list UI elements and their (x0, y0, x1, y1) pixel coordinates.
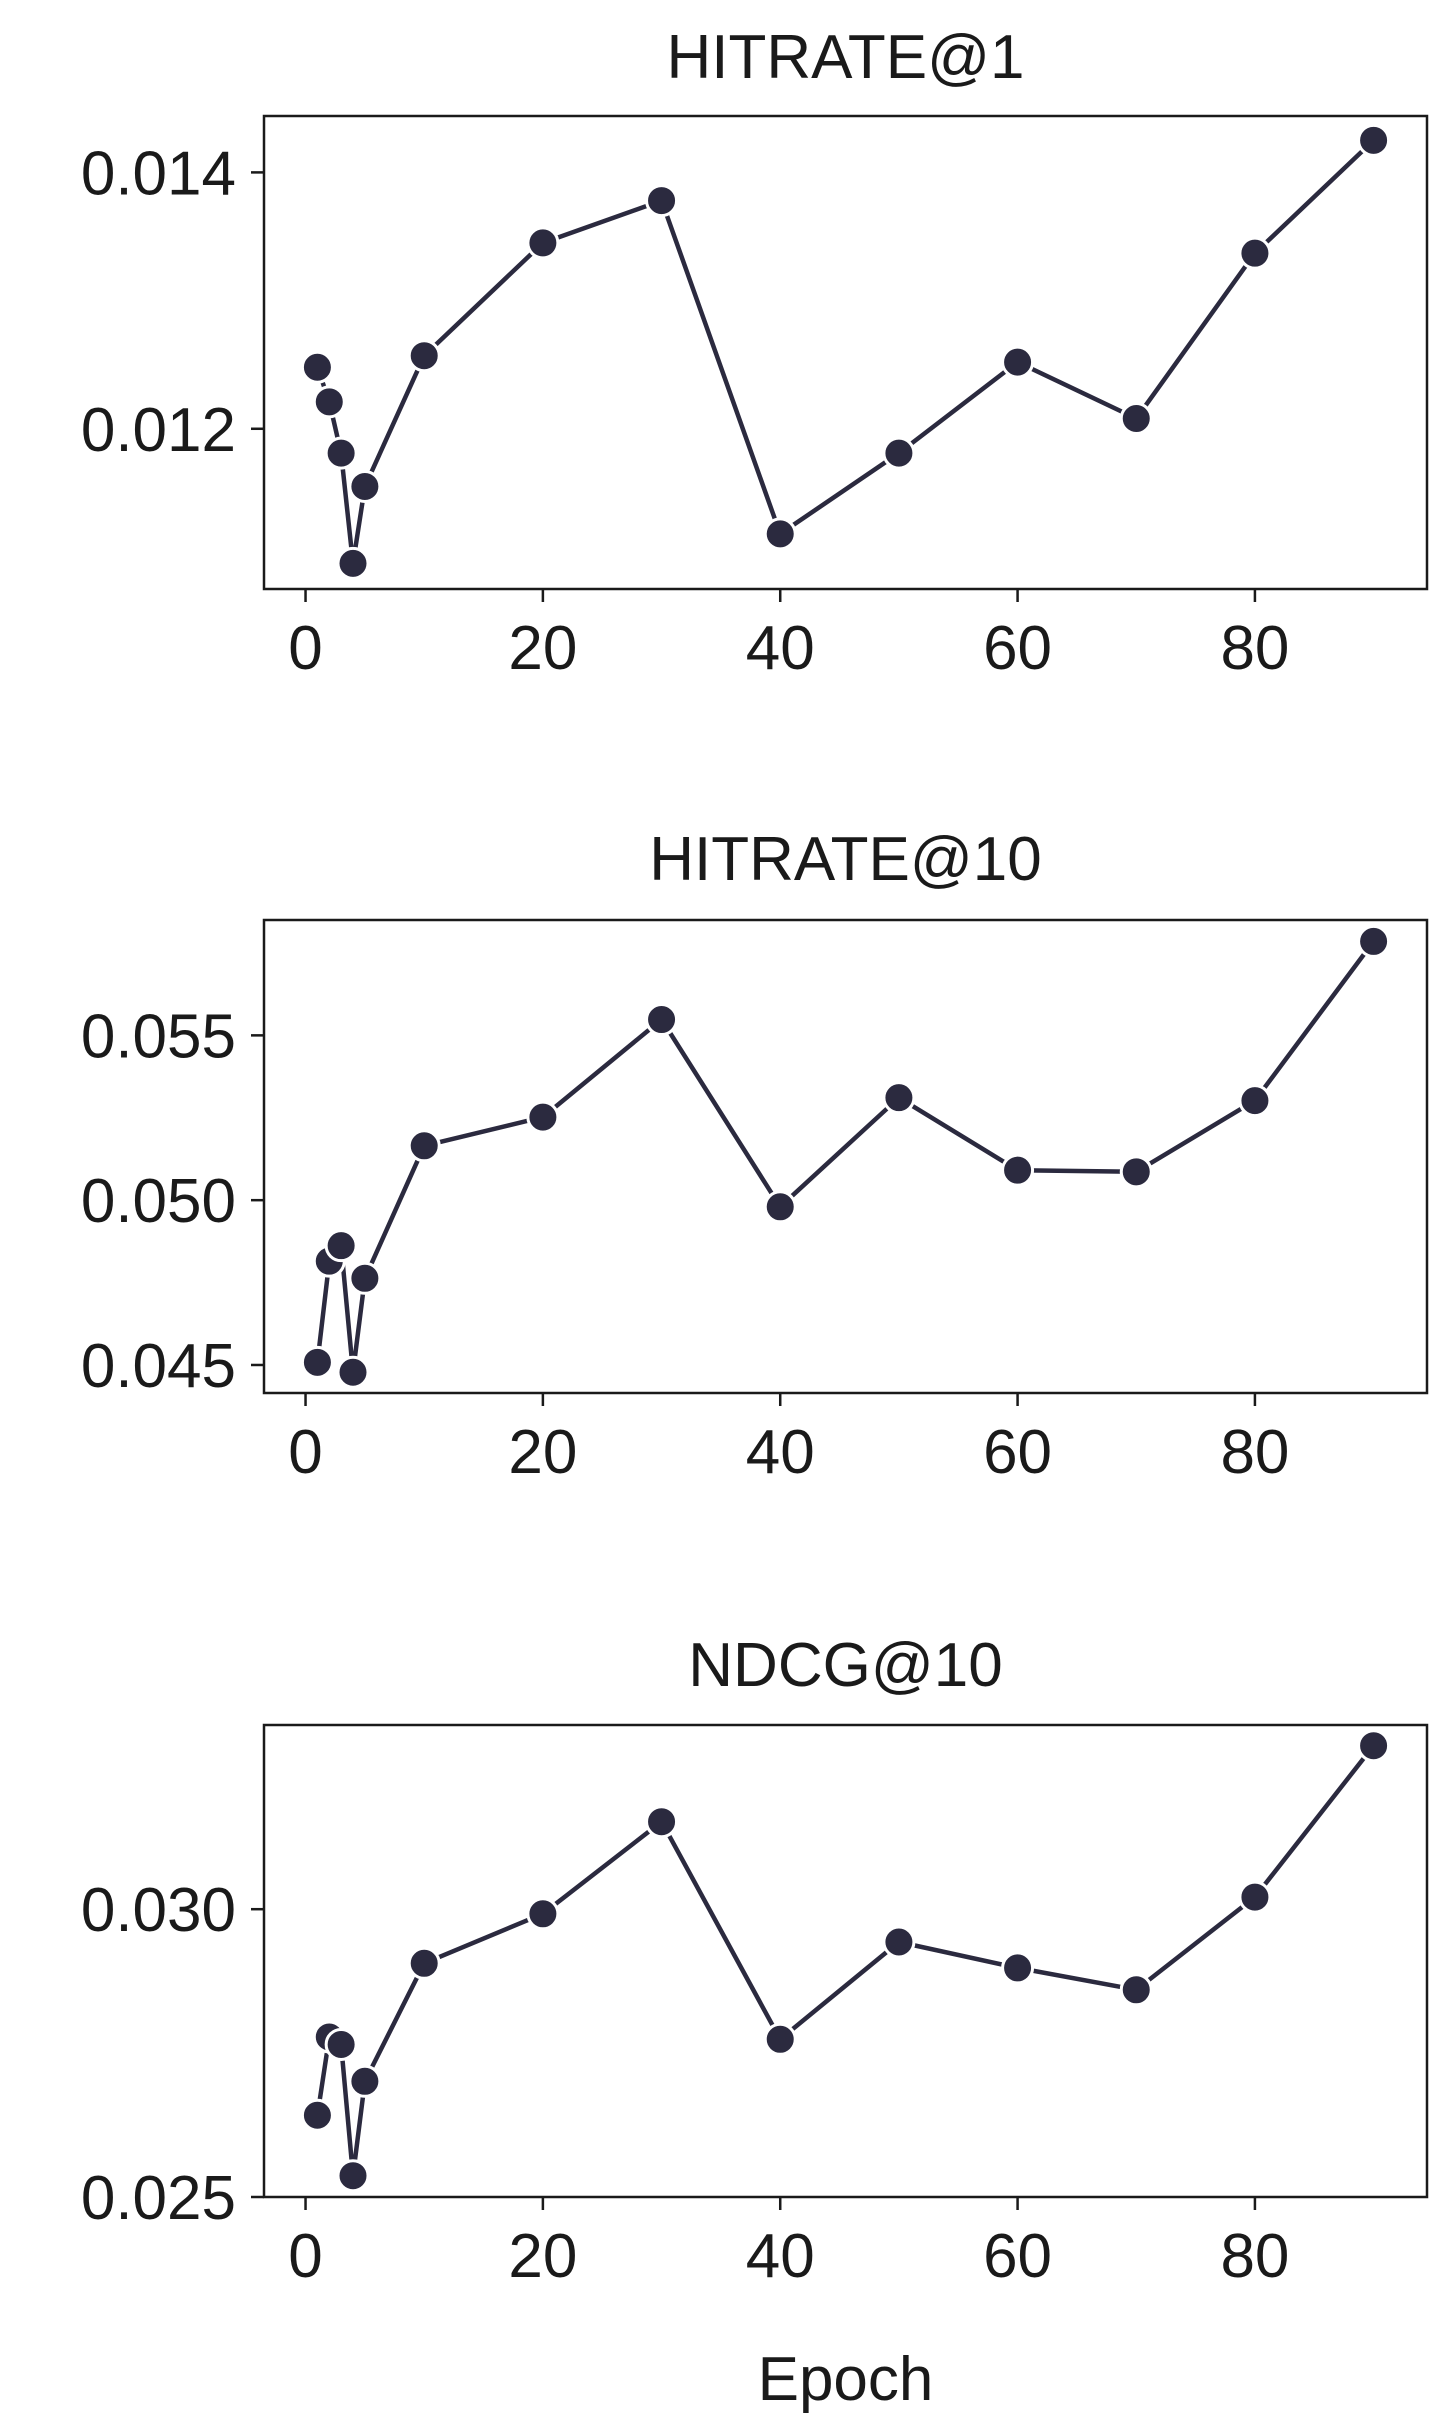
data-point (645, 1003, 679, 1037)
x-tick-label: 80 (1220, 2222, 1289, 2291)
x-tick-label: 20 (508, 614, 577, 683)
data-point (348, 2064, 382, 2098)
data-point (312, 385, 346, 419)
series-line (315, 940, 1376, 1375)
data-point (1001, 1153, 1035, 1187)
x-tick-label: 20 (508, 1418, 577, 1487)
y-tick-label: 0.012 (81, 396, 236, 465)
x-tick-label: 80 (1220, 614, 1289, 683)
data-point (300, 2098, 334, 2132)
data-point (324, 1229, 358, 1263)
chart-title: NDCG@10 (688, 1631, 1002, 1700)
data-point (336, 1355, 370, 1389)
data-point (1357, 924, 1391, 958)
data-point (645, 184, 679, 218)
data-point (324, 2027, 358, 2061)
x-tick-label: 40 (746, 2222, 815, 2291)
data-point (1119, 1973, 1153, 2007)
x-tick-label: 80 (1220, 1418, 1289, 1487)
data-point (1238, 1084, 1272, 1118)
plot-frame (262, 1723, 1429, 2199)
x-tick-label: 60 (983, 2222, 1052, 2291)
data-point (300, 1345, 334, 1379)
data-point (300, 350, 334, 384)
data-point (645, 1805, 679, 1839)
y-tick-label: 0.030 (81, 1876, 236, 1945)
x-tick-label: 0 (288, 614, 322, 683)
data-point (882, 1081, 916, 1115)
chart-title: HITRATE@1 (666, 23, 1024, 92)
data-point (407, 1946, 441, 1980)
data-point (882, 436, 916, 470)
y-tick-label: 0.055 (81, 1002, 236, 1071)
x-tick-label: 60 (983, 614, 1052, 683)
y-tick-label: 0.045 (81, 1332, 236, 1401)
data-point (407, 339, 441, 373)
panel-hitrate-1: HITRATE@1 0 20 40 60 80 0.012 0.014 (81, 23, 1429, 683)
y-tick-label: 0.050 (81, 1167, 236, 1236)
data-point (324, 436, 358, 470)
x-tick-label: 60 (983, 1418, 1052, 1487)
data-point (336, 546, 370, 580)
x-tick-label: 0 (288, 1418, 322, 1487)
data-point (348, 1261, 382, 1295)
data-point (348, 469, 382, 503)
data-point (1238, 236, 1272, 270)
data-point (526, 1897, 560, 1931)
x-tick-label: 40 (746, 1418, 815, 1487)
x-tick-label: 40 (746, 614, 815, 683)
plot-frame (262, 114, 1429, 591)
x-tick-label: 0 (288, 2222, 322, 2291)
data-point (1119, 1155, 1153, 1189)
data-point (763, 1190, 797, 1224)
plot-frame (262, 918, 1429, 1395)
y-tick-label: 0.014 (81, 139, 236, 208)
chart-title: HITRATE@10 (649, 825, 1042, 894)
data-point (1001, 345, 1035, 379)
panel-hitrate-10: HITRATE@10 0 20 40 60 80 0.045 0.050 0.055 (81, 825, 1429, 1487)
data-point (1001, 1951, 1035, 1985)
y-tick-label: 0.025 (81, 2164, 236, 2233)
data-point (1357, 1729, 1391, 1763)
data-point (1119, 402, 1153, 436)
data-point (763, 2022, 797, 2056)
data-point (336, 2159, 370, 2193)
data-point (1357, 123, 1391, 157)
data-point (526, 226, 560, 260)
data-point (407, 1129, 441, 1163)
data-point (882, 1925, 916, 1959)
series-line (315, 138, 1376, 566)
panel-ndcg-10: NDCG@10 0 20 40 60 80 0.025 0.030 Epoch (81, 1631, 1429, 2414)
data-point (1238, 1880, 1272, 1914)
x-axis-label: Epoch (758, 2345, 934, 2414)
data-point (763, 517, 797, 551)
series-line (315, 1744, 1376, 2178)
data-point (526, 1100, 560, 1134)
x-tick-label: 20 (508, 2222, 577, 2291)
